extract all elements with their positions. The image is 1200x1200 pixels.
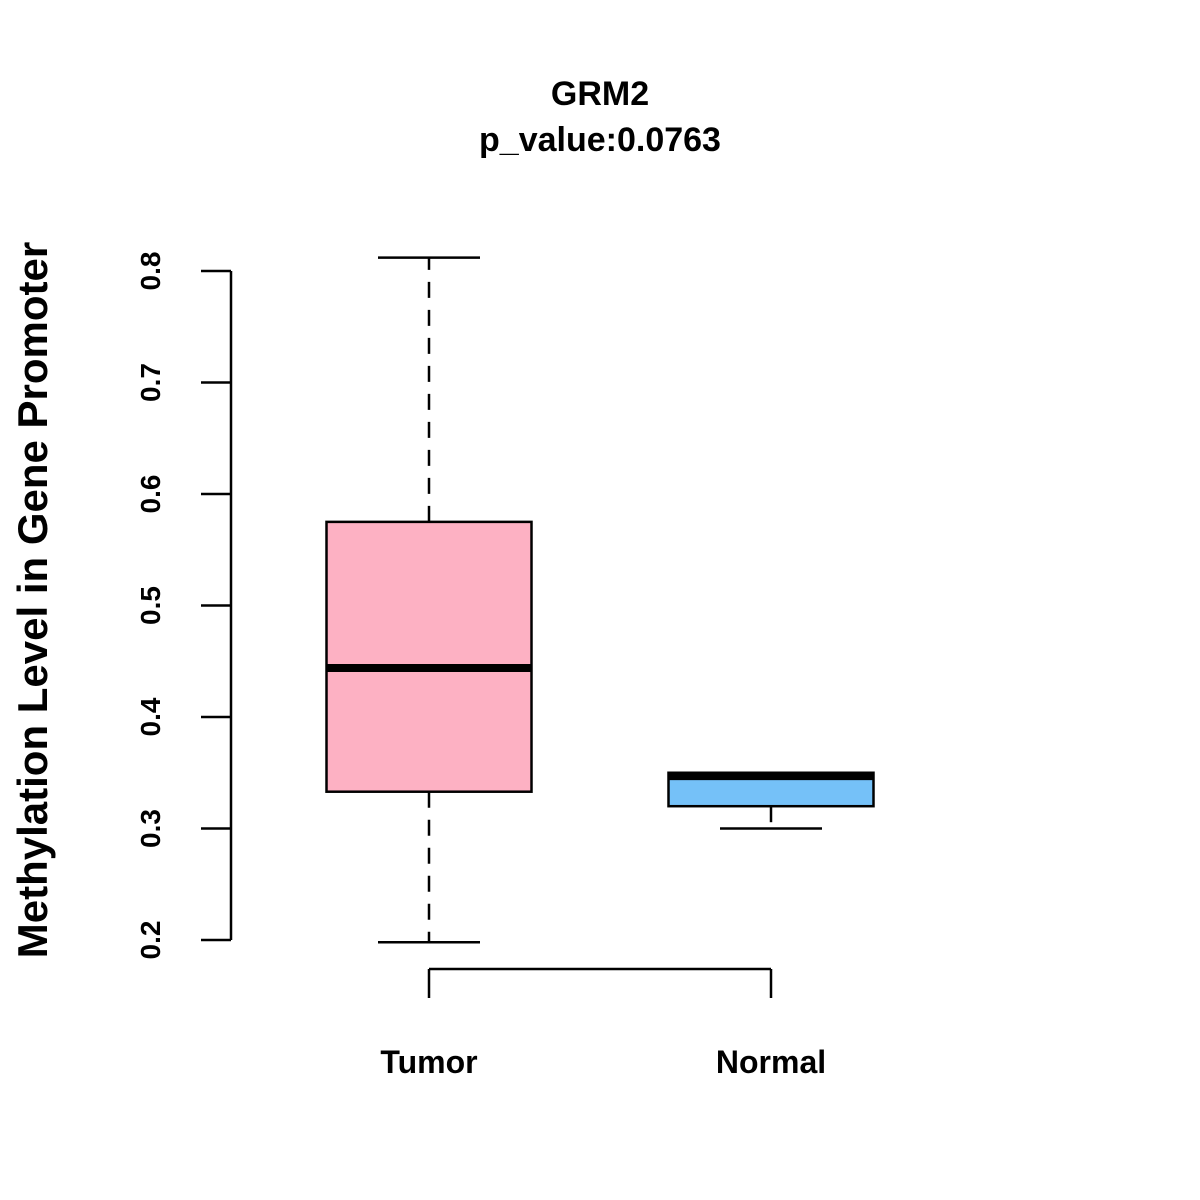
y-tick-label: 0.8 xyxy=(135,252,166,291)
y-tick-label: 0.4 xyxy=(135,697,166,736)
box-tumor xyxy=(325,256,533,944)
y-tick-label: 0.6 xyxy=(135,475,166,514)
x-tick-label: Normal xyxy=(716,1044,826,1080)
y-tick-label: 0.7 xyxy=(135,363,166,402)
box-normal xyxy=(667,771,875,830)
y-axis-label: Methylation Level in Gene Promoter xyxy=(9,242,56,958)
chart-subtitle: p_value:0.0763 xyxy=(479,121,721,159)
x-tick-label: Tumor xyxy=(380,1044,477,1080)
boxes xyxy=(325,256,875,944)
x-axis: Tumor Normal xyxy=(380,967,826,1080)
y-tick-label: 0.3 xyxy=(135,809,166,848)
chart-title: GRM2 xyxy=(551,75,649,113)
y-tick-label: 0.5 xyxy=(135,586,166,625)
y-axis: 0.2 0.3 0.4 0.5 0.6 0.7 0.8 xyxy=(135,252,233,960)
iqr-box xyxy=(325,520,533,793)
y-tick-label: 0.2 xyxy=(135,921,166,960)
